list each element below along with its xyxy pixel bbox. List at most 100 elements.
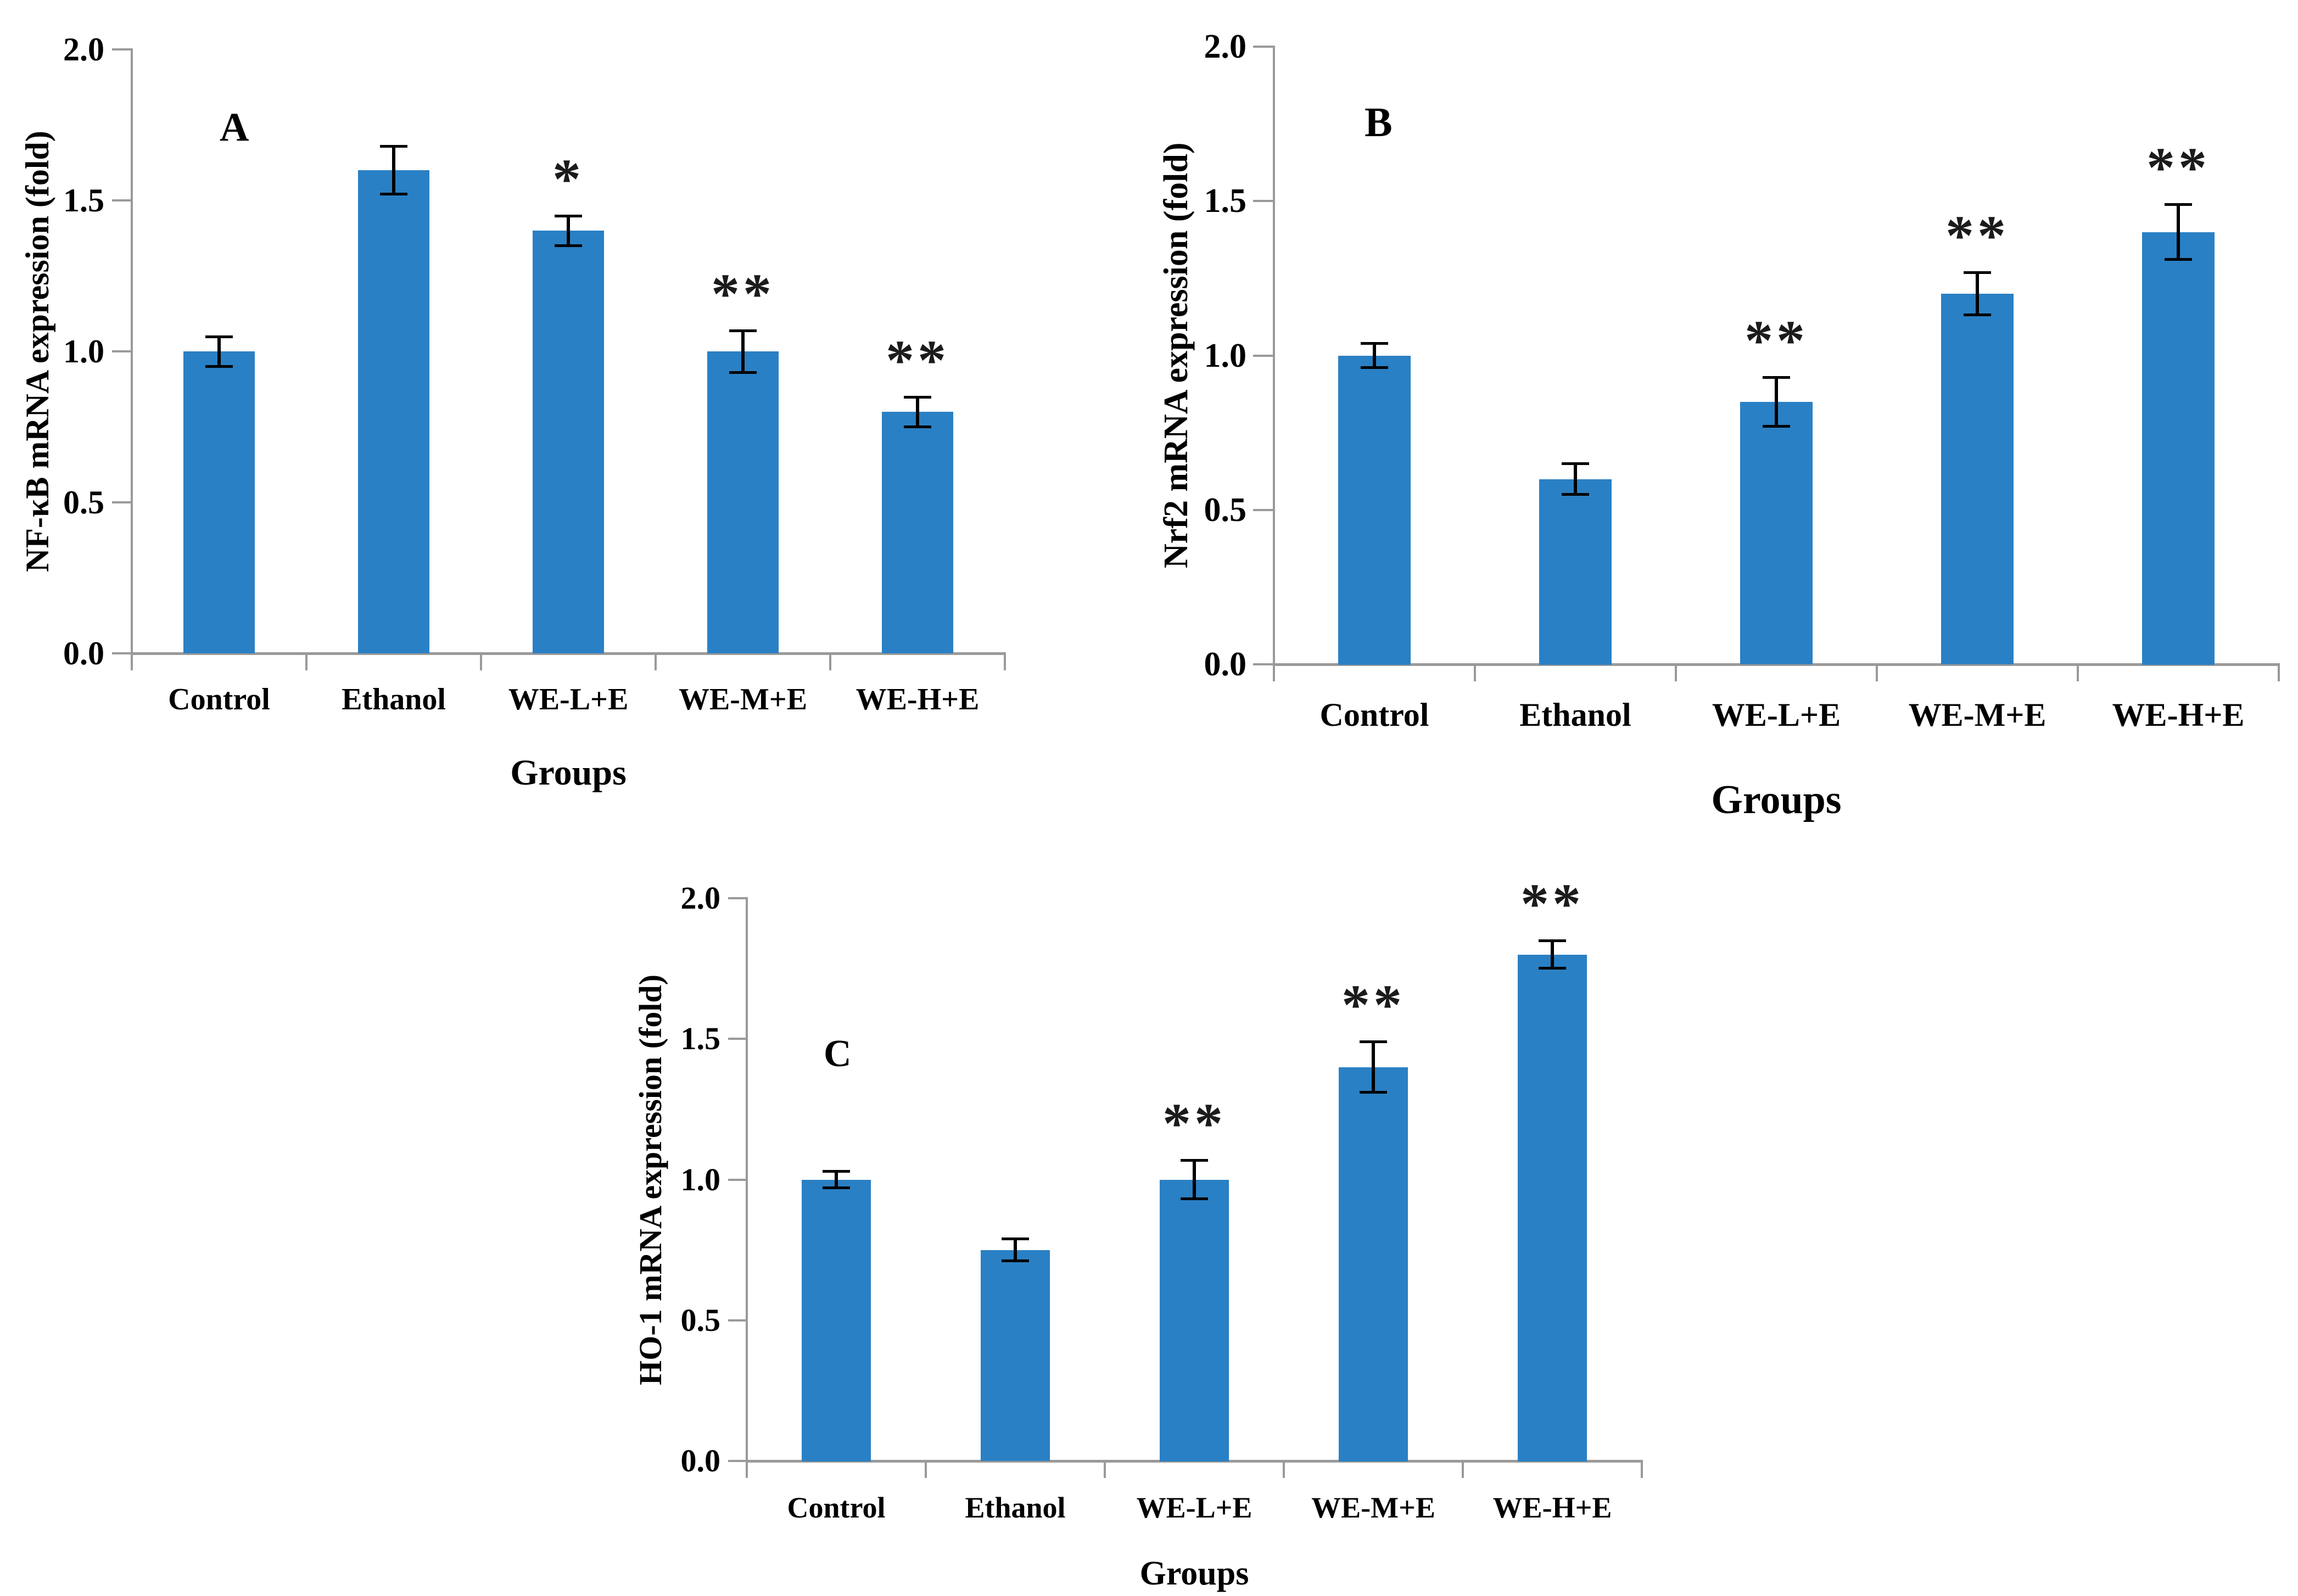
panel-letter-b: B <box>1365 99 1393 145</box>
x-tick-mark <box>655 655 657 670</box>
y-tick-label: 0.5 <box>1204 491 1247 529</box>
category-label: WE-M+E <box>678 682 808 716</box>
error-bar-line <box>1574 463 1577 494</box>
error-bar-cap-bottom <box>1361 366 1388 369</box>
y-tick-mark <box>112 48 131 51</box>
category-label: Control <box>787 1491 886 1524</box>
error-bar-cap-top <box>2165 203 2192 206</box>
category-label: WE-L+E <box>1712 697 1841 733</box>
error-bar-cap-bottom <box>1539 967 1566 970</box>
panel-b: 0.0 0.5 1.0 1.5 2.0 Control Ethanol ** WE-L+E ** W… <box>1145 0 2298 906</box>
x-tick-mark <box>2278 666 2280 681</box>
panel-letter-a: A <box>220 105 249 150</box>
error-bar-line <box>392 146 395 194</box>
y-tick-mark <box>1253 355 1273 357</box>
panel-a: 0.0 0.5 1.0 1.5 2.0 Control Ethanol * WE-L+E ** WE… <box>0 0 1145 867</box>
bar-we-h-e <box>1518 955 1587 1461</box>
error-bar-line <box>1372 1041 1375 1092</box>
x-tick-mark <box>1876 666 1878 681</box>
x-axis-line <box>1273 663 2280 666</box>
error-bar-line <box>1551 940 1554 968</box>
error-bar-cap-bottom <box>555 244 582 247</box>
x-axis-line <box>131 652 1006 655</box>
error-bar-cap-bottom <box>1181 1197 1208 1200</box>
error-bar-line <box>1775 377 1778 427</box>
y-tick-label: 2.0 <box>1204 28 1247 65</box>
category-label: WE-M+E <box>1908 697 2047 733</box>
category-label: Ethanol <box>1519 697 1631 733</box>
category-label: Ethanol <box>342 682 446 716</box>
error-bar-cap-top <box>904 396 931 399</box>
y-tick-label: 1.0 <box>63 333 104 369</box>
error-bar-line <box>1014 1239 1017 1261</box>
significance-label: ** <box>1745 309 1808 372</box>
category-label: WE-L+E <box>1136 1491 1253 1524</box>
x-tick-mark <box>1004 655 1006 670</box>
y-tick-label: 0.0 <box>680 1443 721 1479</box>
bar-we-l-e <box>1740 402 1813 664</box>
bar-we-l-e <box>533 231 604 653</box>
y-tick-label: 2.0 <box>63 31 104 68</box>
y-tick-label: 1.0 <box>680 1162 721 1197</box>
x-tick-mark <box>480 655 482 670</box>
x-tick-mark <box>1104 1463 1106 1478</box>
error-bar-cap-bottom <box>1964 313 1991 316</box>
x-tick-mark <box>925 1463 927 1478</box>
y-axis-title: NF-κB mRNA expression (fold) <box>19 131 55 572</box>
x-tick-mark <box>829 655 831 670</box>
y-tick-label: 0.5 <box>680 1302 721 1338</box>
error-bar-cap-top <box>1361 342 1388 345</box>
y-axis-line <box>131 48 133 654</box>
error-bar-cap-bottom <box>1002 1259 1029 1262</box>
error-bar-cap-bottom <box>729 371 757 374</box>
category-label: WE-H+E <box>856 682 980 716</box>
bar-we-h-e <box>2142 232 2215 665</box>
y-tick-label: 1.5 <box>680 1021 721 1056</box>
bar-control <box>1338 356 1411 665</box>
y-axis-title: HO-1 mRNA expression (fold) <box>633 974 668 1385</box>
y-tick-label: 2.0 <box>680 880 721 916</box>
panel-letter-c: C <box>824 1033 852 1075</box>
category-label: WE-H+E <box>2112 697 2245 733</box>
y-tick-mark <box>728 1460 746 1462</box>
error-bar-cap-bottom <box>1562 493 1589 496</box>
bar-control <box>183 351 255 653</box>
error-bar-cap-top <box>555 215 582 217</box>
x-tick-mark <box>131 655 133 670</box>
category-label: WE-L+E <box>508 682 629 716</box>
error-bar-line <box>567 216 570 246</box>
y-axis-title: Nrf2 mRNA expression (fold) <box>1158 142 1195 569</box>
y-tick-mark <box>1253 663 1273 665</box>
y-tick-mark <box>1253 200 1273 202</box>
x-tick-mark <box>1641 1463 1643 1478</box>
error-bar-cap-bottom <box>904 425 931 428</box>
x-tick-mark <box>1675 666 1677 681</box>
bar-we-m-e <box>1941 294 2014 664</box>
error-bar-cap-top <box>1562 462 1589 465</box>
error-bar-cap-top <box>1360 1040 1387 1043</box>
error-bar-line <box>217 337 221 367</box>
y-axis-line <box>746 897 748 1462</box>
error-bar-line <box>1193 1160 1196 1200</box>
y-tick-mark <box>1253 46 1273 48</box>
category-label: Control <box>168 682 270 716</box>
panel-c: 0.0 0.5 1.0 1.5 2.0 Control Ethanol ** WE-L+E ** W… <box>577 867 1757 1596</box>
bar-ethanol <box>1539 479 1612 665</box>
bar-we-m-e <box>707 351 779 653</box>
y-tick-label: 0.5 <box>63 484 104 520</box>
error-bar-line <box>741 331 745 373</box>
significance-label: ** <box>1162 1092 1226 1155</box>
error-bar-line <box>1976 272 1979 316</box>
y-tick-mark <box>112 501 131 503</box>
x-axis-title: Groups <box>1139 1555 1249 1592</box>
error-bar-line <box>916 397 919 427</box>
significance-label: ** <box>1520 872 1584 936</box>
x-tick-mark <box>2077 666 2079 681</box>
error-bar-cap-top <box>823 1170 850 1173</box>
y-tick-mark <box>728 1179 746 1181</box>
error-bar-cap-bottom <box>380 193 407 195</box>
bar-we-m-e <box>1339 1067 1408 1461</box>
significance-label: ** <box>2146 136 2210 199</box>
x-tick-mark <box>1283 1463 1285 1478</box>
